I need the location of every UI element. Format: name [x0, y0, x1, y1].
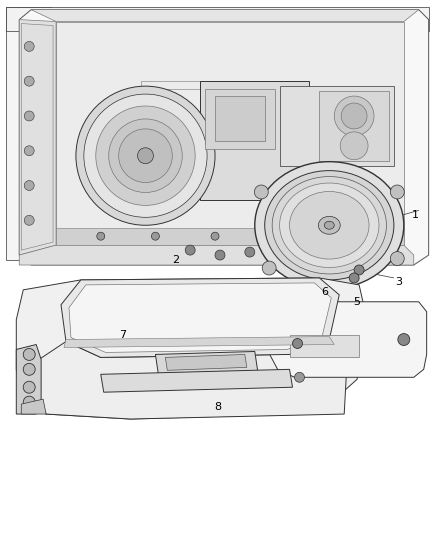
Circle shape — [398, 334, 410, 345]
Circle shape — [24, 146, 34, 156]
Circle shape — [340, 132, 368, 160]
Polygon shape — [215, 96, 265, 141]
Polygon shape — [36, 340, 347, 419]
Circle shape — [23, 396, 35, 408]
Circle shape — [266, 232, 274, 240]
Polygon shape — [19, 20, 56, 255]
Circle shape — [109, 119, 182, 192]
Circle shape — [325, 232, 333, 240]
Circle shape — [152, 232, 159, 240]
Circle shape — [23, 364, 35, 375]
Polygon shape — [7, 6, 51, 260]
Circle shape — [185, 245, 195, 255]
Circle shape — [245, 247, 255, 257]
Polygon shape — [64, 336, 334, 348]
Circle shape — [24, 181, 34, 190]
Ellipse shape — [279, 183, 379, 268]
Circle shape — [138, 148, 153, 164]
Polygon shape — [61, 278, 339, 358]
Circle shape — [254, 185, 268, 199]
Circle shape — [119, 129, 172, 182]
Polygon shape — [16, 278, 367, 419]
Polygon shape — [21, 399, 46, 414]
Circle shape — [24, 76, 34, 86]
Ellipse shape — [272, 176, 386, 274]
Circle shape — [211, 232, 219, 240]
Text: 3: 3 — [396, 277, 403, 287]
Text: 5: 5 — [353, 297, 360, 307]
Polygon shape — [101, 369, 293, 392]
Ellipse shape — [318, 216, 340, 234]
Polygon shape — [31, 10, 419, 21]
Circle shape — [23, 381, 35, 393]
Circle shape — [262, 261, 276, 275]
Polygon shape — [69, 283, 331, 352]
Polygon shape — [205, 89, 275, 149]
Polygon shape — [165, 354, 247, 370]
Circle shape — [334, 96, 374, 136]
Circle shape — [390, 252, 404, 265]
Circle shape — [24, 111, 34, 121]
Polygon shape — [200, 81, 309, 200]
Circle shape — [215, 250, 225, 260]
Ellipse shape — [255, 161, 404, 289]
Text: 8: 8 — [215, 402, 222, 412]
Polygon shape — [56, 21, 404, 245]
Polygon shape — [7, 6, 429, 31]
Circle shape — [293, 338, 303, 349]
Polygon shape — [290, 335, 359, 358]
Polygon shape — [155, 351, 258, 374]
Text: 2: 2 — [172, 255, 179, 265]
Circle shape — [23, 349, 35, 360]
Circle shape — [390, 185, 404, 199]
Text: 6: 6 — [321, 287, 328, 297]
Circle shape — [24, 215, 34, 225]
Polygon shape — [319, 91, 389, 160]
Polygon shape — [56, 228, 404, 245]
Ellipse shape — [290, 191, 369, 259]
Circle shape — [76, 86, 215, 225]
Ellipse shape — [265, 171, 394, 280]
Polygon shape — [19, 245, 414, 265]
Circle shape — [349, 273, 359, 283]
Circle shape — [97, 232, 105, 240]
Ellipse shape — [324, 221, 334, 229]
Text: 7: 7 — [119, 329, 126, 340]
Polygon shape — [16, 344, 41, 414]
Polygon shape — [279, 86, 394, 166]
Circle shape — [84, 94, 207, 217]
Text: 1: 1 — [412, 211, 419, 220]
Circle shape — [354, 265, 364, 275]
Circle shape — [24, 42, 34, 51]
Circle shape — [96, 106, 195, 205]
Circle shape — [341, 103, 367, 129]
Polygon shape — [268, 302, 427, 377]
Polygon shape — [19, 10, 429, 265]
Circle shape — [294, 373, 304, 382]
